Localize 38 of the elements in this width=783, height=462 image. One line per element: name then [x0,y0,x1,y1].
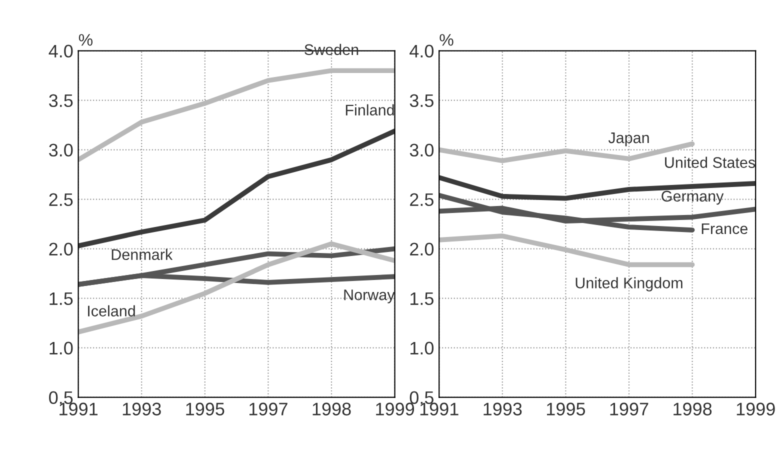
y-tick-label: 3.5 [410,94,434,108]
y-tick-label: 1.5 [50,292,73,306]
y-tick-label: 0.5 [49,391,73,404]
annotation: Denmark [112,248,173,260]
y-tick-label: 3.5 [49,94,73,108]
y-tick-label: 2.0 [410,242,434,256]
x-tick-label: 1995 [546,402,586,416]
y-tick-label: 4.0 [48,44,73,58]
x-tick-label: 1997 [249,402,288,416]
annotation: United States [665,156,756,168]
y-axis-title: % [78,34,93,46]
y-tick-label: 2.5 [410,193,434,206]
annotation: Iceland [88,305,135,316]
y-tick-label: 3.0 [49,144,73,157]
y-tick-label: 1.0 [50,342,73,355]
annotation: Finland [346,104,394,116]
y-tick-label: 3.0 [410,144,434,157]
y-tick-label: 1.0 [410,342,434,355]
x-tick-label: 1998 [674,402,712,416]
annotation: Japan [608,132,649,146]
y-tick-label: 0.5 [410,391,434,404]
x-tick-label: 1999 [376,402,414,416]
x-tick-label: 1995 [186,402,224,416]
x-tick-label: 1993 [122,402,161,416]
x-tick-label: 1991 [60,402,98,416]
x-tick-label: 1997 [610,402,648,416]
x-tick-label: 1991 [420,402,458,416]
y-tick-label: 2.0 [49,242,73,256]
x-tick-label: 1999 [736,402,775,416]
y-axis-title: % [440,34,454,46]
annotation: United Kingdom [576,277,682,292]
annotation: Germany [662,190,724,205]
annotation: France [702,223,748,234]
x-tick-label: 1998 [312,402,351,416]
y-tick-label: 4.0 [410,44,434,58]
x-tick-label: 1993 [484,402,522,416]
y-tick-label: 2.5 [49,193,73,206]
y-tick-label: 1.5 [410,292,434,306]
